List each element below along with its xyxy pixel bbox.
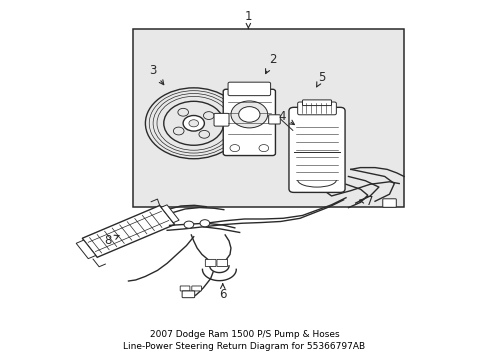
FancyBboxPatch shape [205,260,216,266]
Circle shape [203,112,214,120]
Polygon shape [82,206,174,257]
FancyBboxPatch shape [302,100,331,105]
Polygon shape [76,240,96,258]
Circle shape [238,107,260,122]
Text: 7: 7 [359,195,373,208]
Circle shape [163,101,223,145]
FancyBboxPatch shape [191,286,201,291]
Polygon shape [161,205,179,223]
Circle shape [230,101,267,128]
Text: 2007 Dodge Ram 1500 P/S Pump & Hoses
Line-Power Steering Return Diagram for 5536: 2007 Dodge Ram 1500 P/S Pump & Hoses Lin… [123,330,365,351]
Circle shape [199,130,209,138]
Circle shape [229,145,239,152]
Circle shape [259,145,268,152]
FancyBboxPatch shape [382,199,395,207]
FancyBboxPatch shape [182,291,194,298]
Circle shape [178,108,188,116]
Text: 6: 6 [219,284,226,301]
Text: 3: 3 [149,64,163,85]
FancyBboxPatch shape [133,30,403,207]
Text: 5: 5 [316,71,325,87]
FancyBboxPatch shape [227,82,270,96]
FancyBboxPatch shape [217,260,227,266]
Text: 1: 1 [244,10,252,28]
Text: 4: 4 [278,110,294,125]
FancyBboxPatch shape [223,89,275,156]
Circle shape [183,116,204,131]
FancyBboxPatch shape [288,107,345,192]
Text: 8: 8 [104,234,119,247]
FancyBboxPatch shape [214,113,228,126]
Circle shape [173,127,183,135]
Circle shape [183,221,193,228]
Text: 2: 2 [265,53,276,73]
FancyBboxPatch shape [180,286,189,291]
Circle shape [200,220,209,227]
FancyBboxPatch shape [268,115,280,124]
Circle shape [188,120,198,127]
FancyBboxPatch shape [297,102,336,115]
